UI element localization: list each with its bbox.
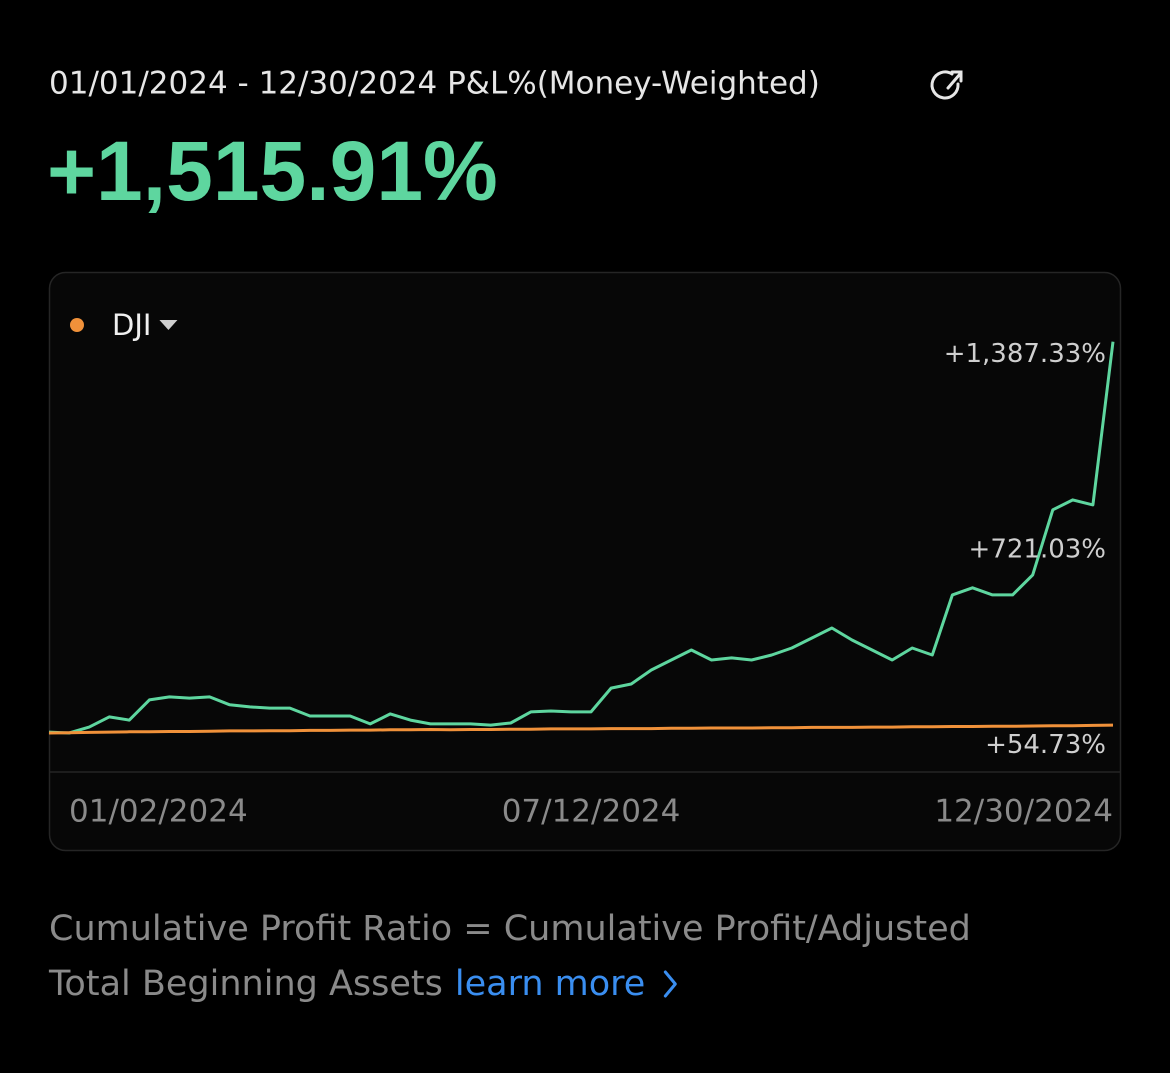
header-title: 01/01/2024 - 12/30/2024 P&L%(Money-Weigh… — [49, 66, 820, 102]
footer-text: Total Beginning Assets — [48, 964, 443, 1004]
legend-label: DJI — [112, 308, 151, 342]
series-line — [48, 723, 1114, 735]
share-icon-arc — [930, 70, 960, 100]
legend-marker — [70, 318, 84, 332]
x-tick-label: 01/02/2024 — [69, 794, 248, 830]
legend-dropdown[interactable] — [159, 320, 178, 330]
share-icon-arrow — [946, 70, 963, 90]
link-chevron[interactable] — [663, 970, 677, 998]
footer-text: Cumulative Profit Ratio = Cumulative Pro… — [49, 909, 971, 949]
series-line — [48, 341, 1115, 735]
x-tick-label: 07/12/2024 — [502, 794, 681, 830]
learn-more-link[interactable]: learn more — [455, 964, 645, 1004]
share-icon[interactable] — [930, 70, 963, 100]
chart-card — [48, 271, 1122, 852]
pnl-value: +1,515.91% — [47, 124, 498, 218]
y-tick-label: +721.03% — [969, 535, 1106, 565]
y-tick-label: +1,387.33% — [944, 339, 1106, 369]
x-tick-label: 12/30/2024 — [934, 794, 1113, 830]
y-tick-label: +54.73% — [985, 730, 1106, 760]
chart: +1,387.33% +721.03% +54.73% 01/02/2024 07/12… — [48, 308, 1115, 830]
